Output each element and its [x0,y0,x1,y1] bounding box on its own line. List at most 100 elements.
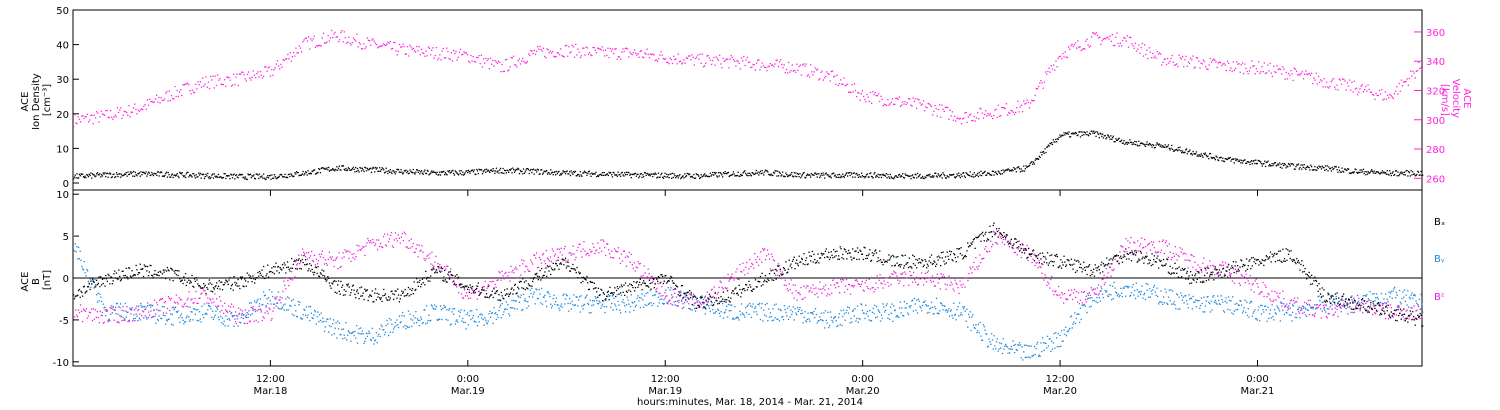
velocity-point [75,122,77,124]
velocity-point [564,45,566,47]
by-point [564,303,566,305]
by-point [235,315,238,317]
density-point [127,171,129,173]
density-point [915,174,917,176]
density-point [267,177,270,179]
velocity-point [1120,45,1123,47]
density-point [801,175,803,177]
by-point [363,342,365,344]
velocity-point [656,60,659,62]
velocity-point [709,59,712,61]
density-point [527,169,530,171]
velocity-point [405,53,408,55]
density-point [634,173,636,175]
velocity-point [1205,66,1207,68]
by-point [857,321,859,323]
density-point [442,170,444,173]
by-point [1021,346,1023,348]
by-point [509,315,511,317]
velocity-point [1349,79,1351,81]
density-point [810,176,812,178]
density-point [825,172,827,174]
density-point [700,174,702,176]
density-point [518,173,521,175]
density-point [833,172,835,174]
by-point [1397,304,1399,307]
velocity-point [466,54,469,56]
by-point [597,303,600,305]
velocity-point [852,91,854,93]
density-point [1105,138,1107,140]
density-point [859,175,861,178]
by-point [1266,320,1268,322]
by-point [325,320,327,323]
velocity-point [97,112,99,114]
by-point [472,315,475,317]
density-point [852,172,855,175]
velocity-point [623,50,625,53]
velocity-point [138,110,140,113]
by-point [1151,293,1153,295]
by-point [393,326,396,328]
velocity-point [593,47,595,49]
velocity-point [971,119,973,122]
bz-point [465,292,468,294]
density-point [1395,170,1397,172]
by-point [793,319,795,321]
density-point [1349,172,1351,174]
density-point [626,173,628,176]
density-point [144,173,146,175]
by-point [1279,320,1281,322]
by-point [360,333,363,335]
density-point [816,176,818,178]
velocity-point [1276,65,1278,67]
velocity-point [1015,111,1017,114]
by-point [1082,304,1084,307]
by-point [511,299,513,302]
density-point [87,174,89,176]
density-point [1259,160,1261,162]
by-point [142,311,145,313]
velocity-point [595,52,598,54]
velocity-point [255,76,257,79]
density-point [272,177,274,179]
by-point [907,313,910,316]
by-point [503,311,505,313]
density-point [148,172,150,174]
density-point [974,175,976,178]
velocity-point [501,63,503,66]
velocity-point [818,79,820,81]
by-point [671,294,673,296]
by-point [467,324,470,326]
velocity-point [1340,83,1343,85]
by-point [1185,295,1187,297]
by-point [296,316,298,318]
velocity-point [1311,72,1313,74]
bz-point [251,307,253,310]
bz-point [469,297,472,299]
x-tick-date: Mar.20 [846,386,880,397]
density-point [604,174,606,176]
by-point [1174,304,1176,306]
by-point [1391,297,1393,299]
density-point [1319,166,1321,168]
density-point [1212,157,1214,159]
density-point [1028,164,1031,167]
by-point [891,303,893,305]
density-point [1340,171,1342,173]
density-point [857,176,859,178]
by-point [885,304,887,307]
density-point [972,176,975,178]
density-point [1073,132,1075,134]
by-point [1357,300,1360,302]
density-point [1148,144,1150,146]
by-point [1403,296,1405,298]
velocity-point [386,43,388,45]
density-point [111,176,113,178]
velocity-point [1307,73,1309,75]
density-point [1215,155,1217,157]
by-point [911,300,913,302]
density-point [1240,162,1242,164]
by-point [96,294,98,296]
